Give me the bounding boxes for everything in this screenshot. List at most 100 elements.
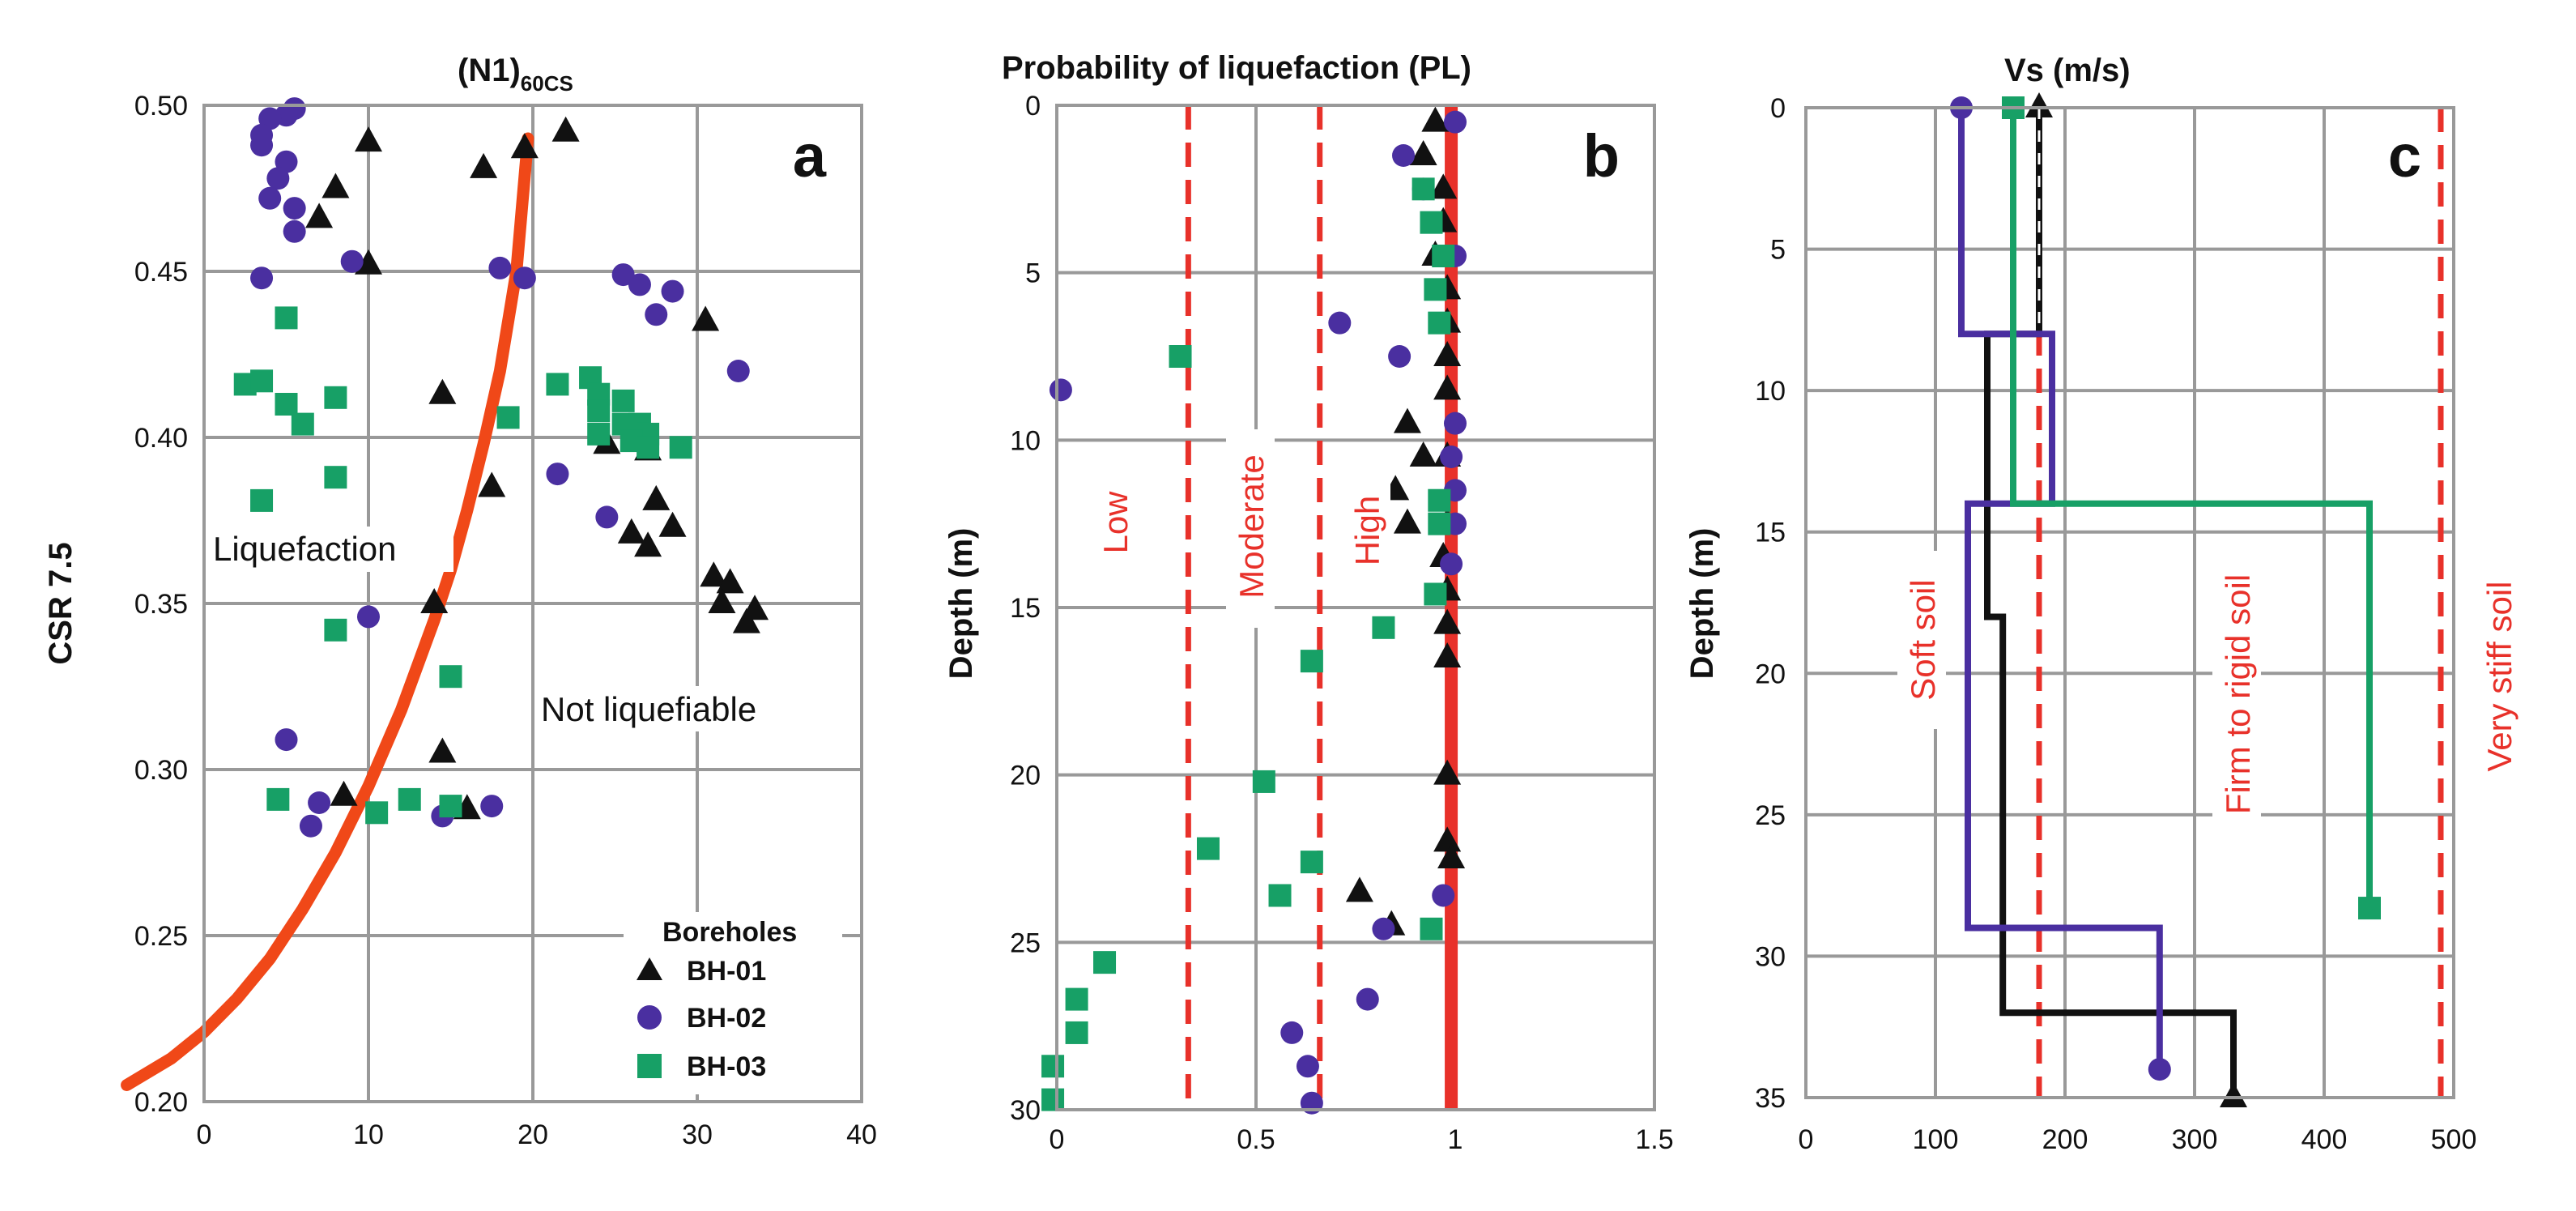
point-bh-02 — [299, 814, 322, 838]
point-bh-02 — [283, 220, 306, 243]
point-bh-01 — [551, 116, 580, 142]
x-tick-label: 1.5 — [1635, 1124, 1673, 1155]
point-bh-01 — [1429, 173, 1458, 199]
point-bh-01 — [470, 152, 498, 178]
panel-c-profiles — [1950, 92, 2381, 1107]
panel-a: 0 10 20 30 40 0.20 0.25 0.30 0.35 0.40 0.45 0.50 (N… — [43, 53, 877, 1150]
panel-c-title: Vs (m/s) — [2004, 53, 2131, 88]
point-bh-02 — [283, 197, 306, 220]
legend-bh01: BH-01 — [687, 956, 766, 987]
point-bh-02 — [1444, 411, 1467, 435]
point-bh-02 — [266, 167, 290, 190]
point-bh-03 — [1169, 345, 1192, 368]
point-bh-02 — [661, 279, 684, 303]
legend-triangle-icon — [637, 957, 662, 980]
x-tick-label: 30 — [682, 1119, 713, 1150]
y-tick-label: 25 — [1010, 927, 1041, 958]
x-tick-label: 20 — [517, 1119, 548, 1150]
y-tick-label: 15 — [1755, 518, 1786, 548]
point-bh-03 — [439, 665, 462, 689]
panel-a-ylabel: CSR 7.5 — [43, 542, 79, 664]
y-tick-label: 0.20 — [134, 1087, 188, 1118]
legend-square-icon — [637, 1054, 662, 1078]
point-bh-03 — [1093, 951, 1117, 974]
point-bh-03 — [250, 488, 274, 512]
panel-a-letter: a — [793, 122, 827, 190]
y-tick-label: 0.50 — [134, 91, 188, 122]
y-tick-label: 0.45 — [134, 257, 188, 288]
vs-end-bh-02 — [2148, 1058, 2171, 1081]
point-bh-02 — [1280, 1021, 1304, 1044]
point-bh-03 — [266, 787, 290, 811]
very-stiff-soil-label-bg — [2474, 535, 2523, 818]
y-tick-label: 30 — [1010, 1095, 1041, 1126]
panel-b-grid — [1055, 104, 1656, 1111]
point-bh-01 — [478, 471, 506, 497]
x-tick-label: 0 — [197, 1119, 212, 1150]
panel-b-frame — [1055, 104, 1656, 1111]
point-bh-02 — [308, 791, 331, 814]
point-bh-01 — [700, 561, 728, 587]
point-bh-03 — [1372, 616, 1395, 639]
legend-bh02: BH-02 — [687, 1003, 766, 1034]
panel-c-frame — [1804, 106, 2455, 1099]
point-bh-03 — [1424, 582, 1447, 606]
x-tick-label: 200 — [2042, 1124, 2088, 1155]
point-bh-03 — [439, 795, 462, 818]
not-liquefiable-label: Not liquefiable — [541, 690, 756, 728]
point-bh-03 — [1424, 278, 1447, 301]
point-bh-01 — [510, 133, 539, 159]
point-bh-02 — [645, 303, 668, 326]
vs-profile-bh-01 — [1984, 108, 2237, 1098]
point-bh-03 — [637, 436, 660, 459]
firm-soil-label-bg — [2212, 539, 2261, 851]
point-bh-02 — [1432, 884, 1455, 907]
y-tick-label: 15 — [1010, 593, 1041, 624]
point-bh-03 — [546, 373, 569, 396]
panel-a-points — [233, 97, 769, 838]
x-tick-label: 500 — [2431, 1124, 2477, 1155]
point-bh-03 — [669, 436, 692, 459]
very-stiff-soil-label: Very stiff soil — [2480, 582, 2519, 772]
panel-b-title: Probability of liquefaction (PL) — [1002, 50, 1471, 86]
point-bh-01 — [1409, 140, 1437, 165]
point-bh-03 — [275, 306, 298, 330]
y-tick-label: 30 — [1755, 941, 1786, 972]
x-tick-label: 10 — [353, 1119, 384, 1150]
point-bh-01 — [1433, 374, 1462, 400]
panel-c-letter: c — [2388, 122, 2421, 190]
point-bh-01 — [1433, 826, 1462, 852]
y-tick-label: 20 — [1755, 659, 1786, 689]
point-bh-03 — [587, 422, 611, 446]
y-tick-label: 35 — [1755, 1083, 1786, 1114]
x-tick-label: 0.5 — [1237, 1124, 1275, 1155]
point-bh-02 — [275, 728, 298, 752]
panel-c-ylabel: Depth (m) — [1684, 528, 1720, 680]
vs-end-bh-03 — [2358, 897, 2381, 920]
panel-a-ticks: 0 10 20 30 40 0.20 0.25 0.30 0.35 0.40 0.45 0.50 — [134, 91, 877, 1150]
y-tick-label: 0.30 — [134, 755, 188, 786]
point-bh-01 — [708, 588, 736, 613]
point-bh-02 — [250, 134, 274, 157]
point-bh-03 — [1300, 650, 1323, 673]
point-bh-03 — [1065, 1021, 1088, 1044]
point-bh-03 — [1428, 488, 1451, 512]
panel-b: 0 0.5 1 1.5 0 5 10 15 20 25 30 Probability of liqu… — [943, 50, 1674, 1155]
point-bh-03 — [324, 386, 347, 409]
point-bh-02 — [513, 267, 536, 290]
point-bh-02 — [546, 463, 569, 486]
x-tick-label: 300 — [2172, 1124, 2218, 1155]
point-bh-01 — [1393, 407, 1421, 433]
high-label-bg — [1342, 478, 1390, 583]
low-label: Low — [1096, 491, 1135, 554]
point-bh-02 — [488, 256, 512, 279]
point-bh-02 — [1440, 446, 1463, 468]
point-bh-02 — [1328, 311, 1352, 335]
point-bh-01 — [1345, 876, 1373, 902]
point-bh-03 — [611, 389, 635, 412]
point-bh-02 — [250, 267, 274, 290]
point-bh-02 — [1372, 917, 1395, 940]
point-bh-01 — [321, 173, 350, 198]
point-bh-01 — [1437, 843, 1466, 868]
